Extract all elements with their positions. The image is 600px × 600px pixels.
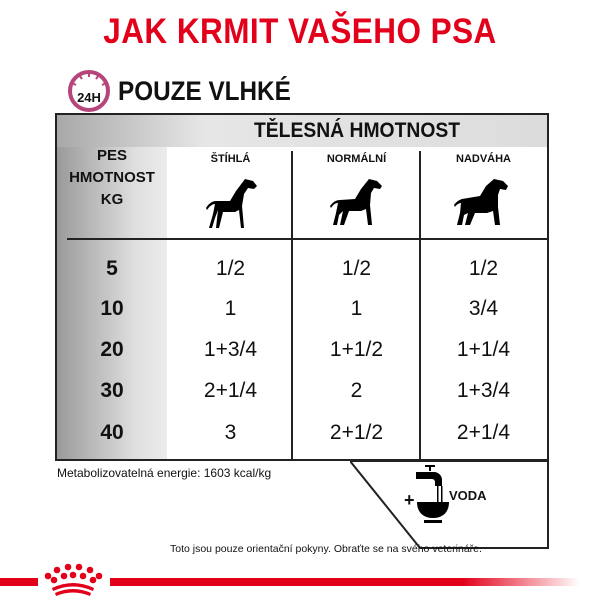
brand-line	[0, 578, 38, 586]
divider	[291, 151, 293, 459]
feeding-table: TĚLESNÁ HMOTNOST PES HMOTNOST KG ŠTÍHLÁ …	[55, 113, 549, 461]
divider	[67, 238, 547, 240]
brand-line	[110, 578, 580, 586]
divider	[419, 151, 421, 459]
dog-weight-header: PES HMOTNOST KG	[69, 147, 155, 208]
water-box: +	[350, 460, 549, 549]
disclaimer: Toto jsou pouze orientační pokyny. Obrať…	[170, 543, 482, 555]
energy-note: Metabolizovatelná energie: 1603 kcal/kg	[57, 466, 272, 480]
subtitle: POUZE VLHKÉ	[118, 76, 291, 106]
body-weight-header: TĚLESNÁ HMOTNOST	[253, 119, 461, 142]
clock-24h-icon: 24H	[68, 70, 110, 112]
column-header-normal: NORMÁLNÍ	[326, 153, 387, 165]
svg-text:24H: 24H	[77, 90, 101, 105]
normal-dog-icon	[293, 173, 420, 233]
royal-canin-crown-logo	[44, 563, 103, 596]
overweight-dog-icon	[420, 173, 547, 233]
page-title: JAK KRMIT VAŠEHO PSA	[103, 12, 497, 51]
water-tap-bowl-icon	[416, 465, 449, 523]
water-label: VODA	[449, 488, 487, 503]
slim-dog-icon	[167, 173, 294, 233]
column-header-overweight: NADVÁHA	[456, 153, 511, 165]
column-header-slim: ŠTÍHLÁ	[210, 153, 251, 165]
svg-text:+: +	[404, 490, 415, 510]
